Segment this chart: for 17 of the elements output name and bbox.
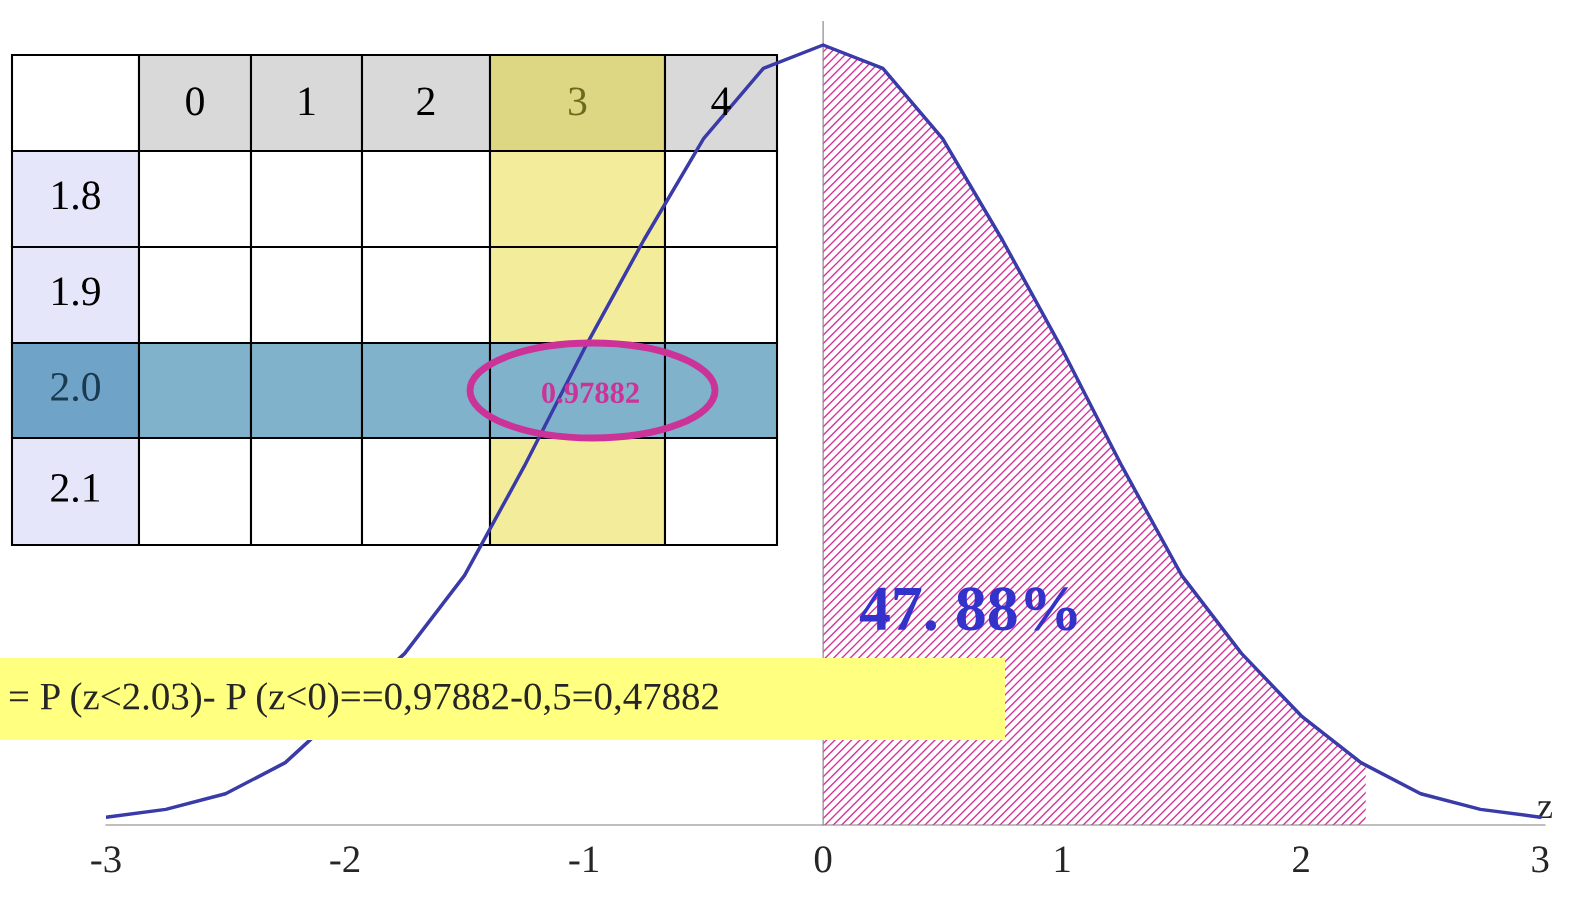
x-tick-label: -1 <box>569 846 598 873</box>
annotation: 4 <box>711 87 731 116</box>
x-tick-label: 2 <box>1293 846 1309 873</box>
x-tick-label: 3 <box>1532 846 1549 873</box>
annotation: 0 <box>186 87 204 116</box>
x-tick-label: -3 <box>91 846 121 873</box>
annotation: 2 <box>417 87 435 116</box>
text: 2.1 <box>51 473 100 503</box>
annotation: = P (z<2.03)- P (z<0)==0,97882-0,5=0,47882 <box>9 682 718 718</box>
text: 2.0 <box>51 372 100 402</box>
x-tick-label: -2 <box>330 846 360 873</box>
annotation: 1 <box>299 87 315 116</box>
x-tick-label: 1 <box>1055 846 1070 873</box>
text: 1.8 <box>53 181 100 210</box>
text: 1.9 <box>53 277 100 306</box>
annotation: 3 <box>569 87 587 116</box>
x-tick-label: 0 <box>814 846 832 873</box>
